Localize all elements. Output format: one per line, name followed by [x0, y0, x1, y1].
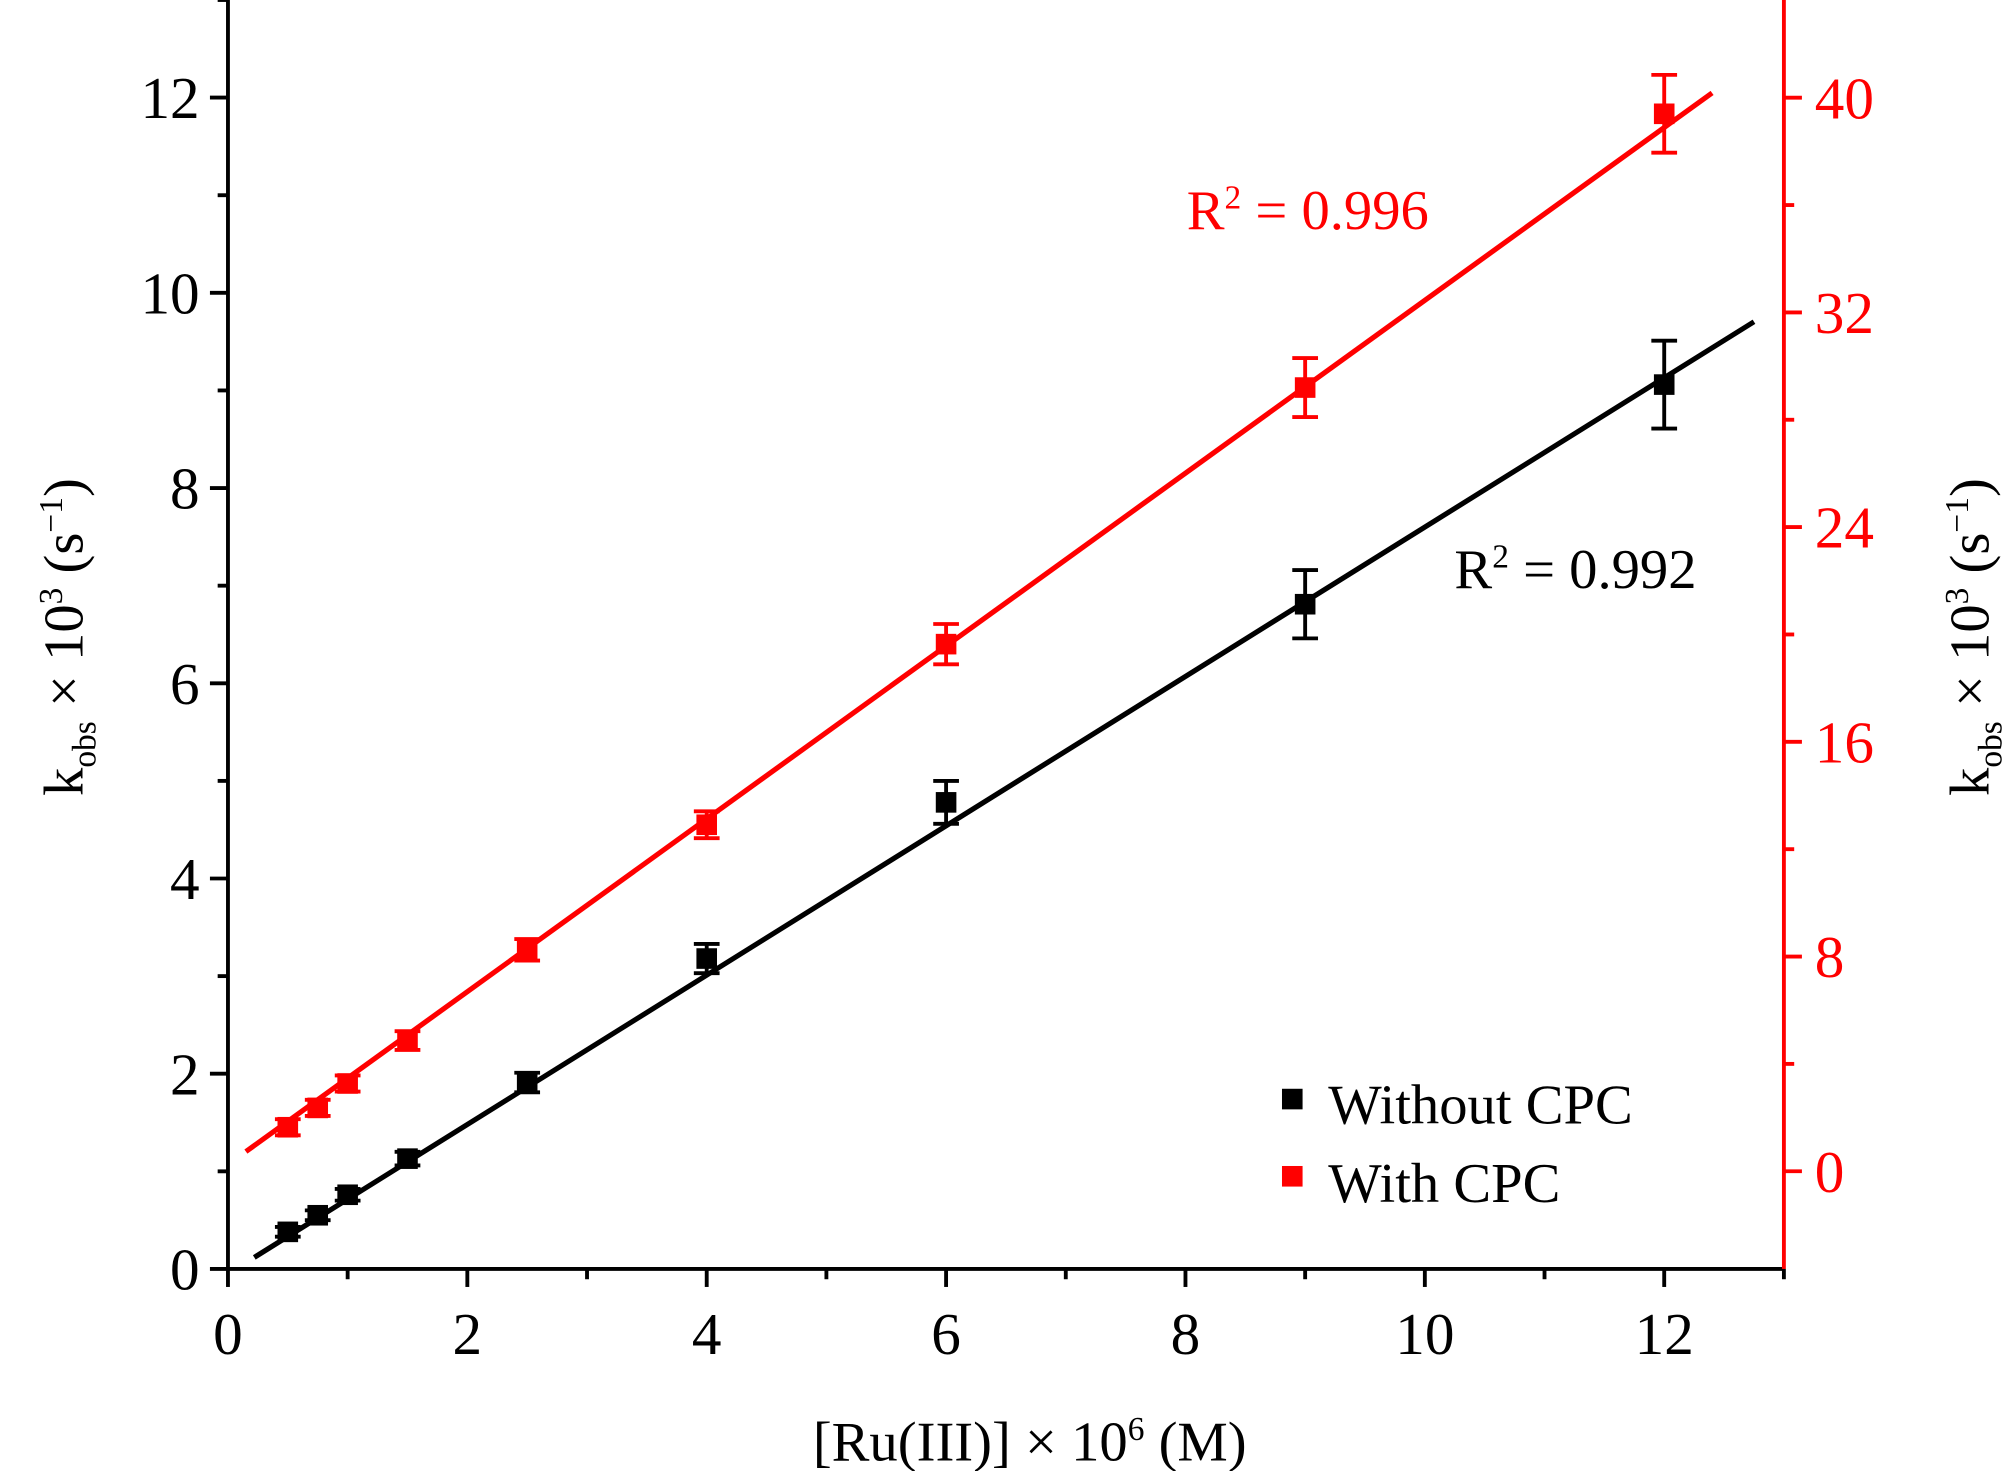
y-left-axis-title: kobs × 103 (s−1): [33, 478, 103, 796]
data-point: [1292, 568, 1319, 641]
marker: [397, 1148, 418, 1169]
data-point: [514, 937, 541, 963]
marker: [1294, 593, 1316, 615]
x-tick-label: 12: [1635, 1301, 1694, 1367]
marker: [696, 814, 718, 836]
x-tick-label: 4: [692, 1301, 722, 1367]
data-point: [933, 778, 959, 826]
y-left-tick-label: 10: [140, 260, 199, 326]
r2-label-without-cpc: R2 = 0.992: [1454, 539, 1696, 602]
data-point: [693, 941, 720, 976]
marker: [307, 1097, 329, 1119]
fit-line-without-cpc: [252, 319, 1756, 1260]
data-point: [304, 1097, 331, 1119]
data-point: [693, 809, 720, 841]
y-right-tick-label: 24: [1815, 495, 1874, 561]
plot-marks: [244, 72, 1756, 1260]
y-left-tick-label: 0: [170, 1237, 200, 1303]
marker: [1653, 103, 1675, 125]
data-point: [933, 622, 959, 667]
data-point: [1651, 72, 1678, 155]
marker: [696, 948, 718, 969]
y-right-tick-label: 40: [1815, 65, 1874, 131]
y-right-tick-label: 32: [1815, 280, 1874, 346]
y-left-tick-label: 8: [170, 456, 200, 522]
data-point: [394, 1029, 421, 1052]
legend-label-without-cpc: Without CPC: [1328, 1075, 1632, 1137]
x-axis-title: [Ru(III)] × 106 (M): [813, 1411, 1247, 1471]
legend-label-with-cpc: With CPC: [1328, 1153, 1560, 1215]
data-point: [514, 1070, 541, 1095]
x-tick-label: 10: [1395, 1301, 1454, 1367]
x-tick-label: 8: [1171, 1301, 1201, 1367]
legend-marker-with-cpc: [1281, 1165, 1303, 1187]
fit-line-with-cpc: [244, 90, 1714, 1154]
y-right-axis-title: kobs × 103 (s−1): [1939, 478, 2008, 796]
y-left-tick-label: 12: [140, 65, 199, 131]
marker: [277, 1221, 299, 1243]
marker: [277, 1116, 299, 1138]
marker: [935, 633, 957, 655]
marker: [307, 1204, 329, 1226]
marker: [397, 1030, 418, 1051]
y-right-tick-label: 8: [1815, 924, 1845, 990]
y-left-tick-label: 4: [170, 846, 200, 912]
data-point: [274, 1221, 301, 1243]
marker: [516, 939, 538, 961]
x-tick-label: 0: [213, 1301, 243, 1367]
data-point: [304, 1204, 331, 1226]
marker: [1653, 374, 1675, 395]
x-tick-label: 2: [453, 1301, 483, 1367]
data-point: [334, 1184, 361, 1206]
y-left-tick-label: 2: [170, 1041, 200, 1107]
marker: [337, 1184, 358, 1206]
data-point: [1651, 338, 1678, 431]
data-point: [334, 1073, 361, 1094]
y-right-tick-label: 0: [1815, 1139, 1845, 1205]
r2-label-with-cpc: R2 = 0.996: [1187, 179, 1429, 242]
marker: [337, 1073, 358, 1094]
data-point: [1292, 356, 1319, 420]
marker: [935, 792, 957, 813]
legend: Without CPC With CPC: [1281, 1075, 1633, 1215]
marker: [516, 1072, 538, 1093]
marker: [1294, 377, 1316, 398]
data-point: [274, 1116, 301, 1138]
x-tick-label: 6: [931, 1301, 961, 1367]
y-right-tick-label: 16: [1815, 709, 1874, 775]
data-point: [394, 1148, 421, 1169]
y-left-tick-label: 6: [170, 651, 200, 717]
legend-marker-without-cpc: [1281, 1088, 1303, 1110]
